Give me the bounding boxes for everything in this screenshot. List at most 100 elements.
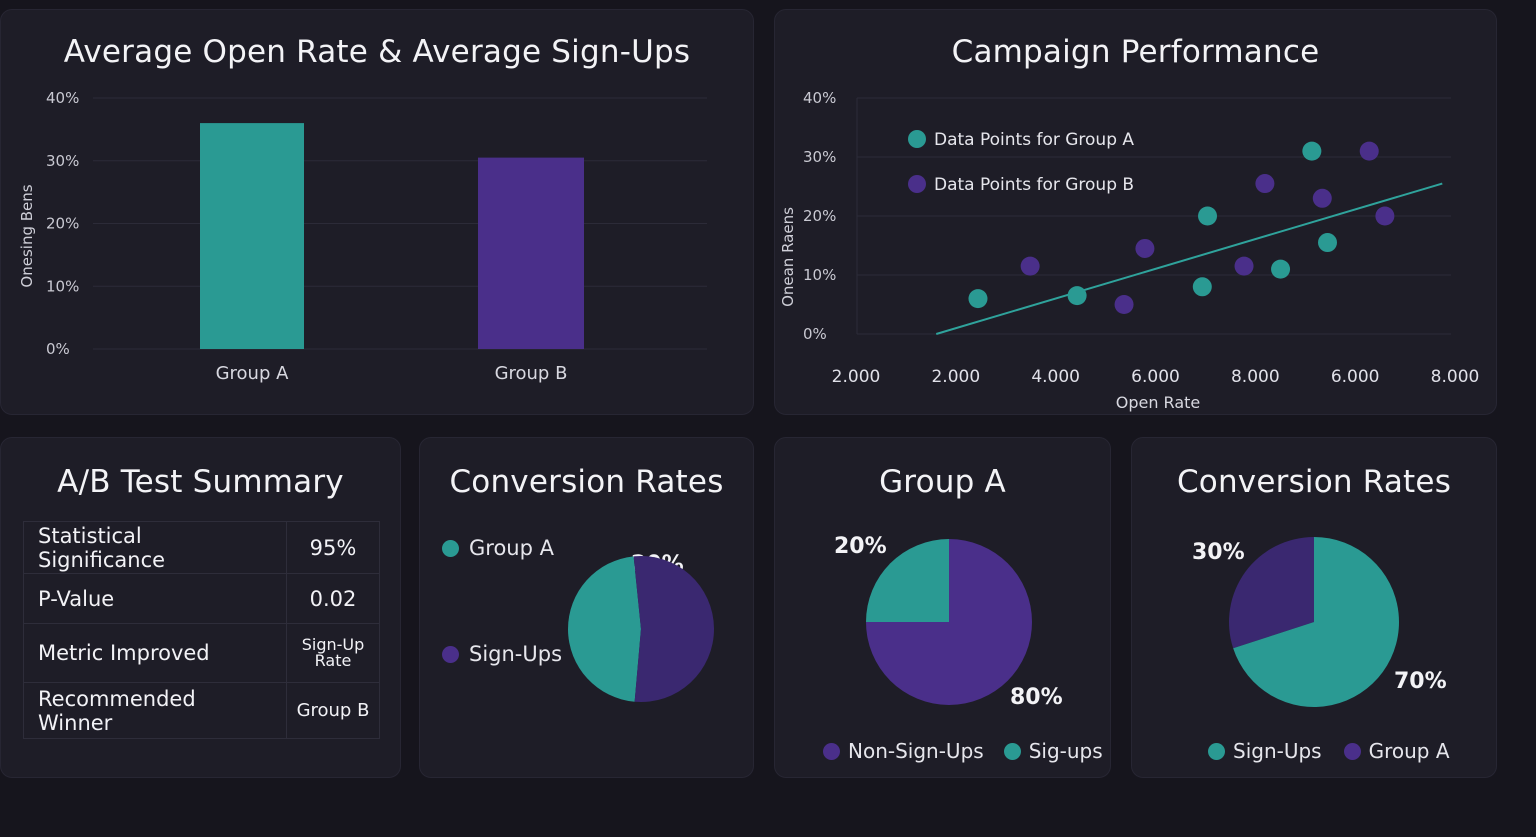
trendline — [935, 182, 1443, 335]
y-tick-label: 20% — [46, 215, 79, 233]
pie2-percent-small: 20% — [834, 534, 887, 559]
legend-label: Sig-ups — [1028, 739, 1103, 763]
pie3-legend: Sign-Ups Group A — [1208, 739, 1450, 763]
teal-dot-icon — [442, 539, 459, 557]
pie2-title: Group A — [879, 464, 1006, 500]
y-tick-label: 0% — [803, 325, 827, 343]
bar — [200, 123, 304, 349]
pie-slice — [866, 539, 1032, 705]
pie3-title: Conversion Rates — [1176, 464, 1452, 500]
legend-label: Sign-Ups — [469, 642, 563, 666]
purple-dot-icon — [442, 645, 459, 663]
bar-chart: 40% 30% 20% 10% 0% Onesing Bens Group A Group B — [18, 89, 707, 384]
scatter-point — [1020, 256, 1040, 276]
scatter-chart-title: Campaign Performance — [951, 34, 1320, 70]
summary-label: Metric Improved — [23, 623, 287, 683]
x-tick-label: 8.000 — [1231, 367, 1280, 387]
x-tick-label: 4.000 — [1031, 367, 1080, 387]
table-row: Recommended Winner Group B — [23, 682, 380, 739]
summary-label: Recommended Winner — [23, 682, 287, 739]
table-row: P-Value 0.02 — [23, 573, 380, 624]
pie-slice — [1233, 537, 1399, 707]
scatter-point — [1192, 277, 1212, 297]
pie2-panel: Group A 20% 80% Non-Sign-Ups Sig-ups — [774, 437, 1111, 778]
bar-chart-panel: Average Open Rate & Average Sign-Ups 40%… — [0, 9, 754, 415]
y-tick-label: 40% — [46, 89, 79, 107]
pie3-percent-small: 30% — [1192, 540, 1245, 565]
legend-label: Group A — [469, 536, 554, 560]
pie2-percent-large: 80% — [1010, 685, 1063, 710]
legend-label: Sign-Ups — [1233, 739, 1322, 763]
scatter-point — [1312, 188, 1332, 208]
summary-value: Group B — [286, 682, 380, 739]
legend-label: Data Points for Group B — [934, 175, 1134, 195]
summary-panel: A/B Test Summary Statistical Significanc… — [0, 437, 401, 778]
summary-table: Statistical Significance 95% P-Value 0.0… — [23, 521, 380, 739]
summary-value: 0.02 — [286, 573, 380, 624]
scatter-point — [1255, 174, 1275, 194]
pie1-legend-signups: Sign-Ups — [442, 642, 562, 666]
pie3-percent-large: 70% — [1394, 669, 1447, 694]
y-tick-label: 20% — [803, 207, 836, 225]
y-tick-label: 0% — [46, 340, 70, 358]
x-tick-label: 6.000 — [1331, 367, 1380, 387]
pie1-chart — [568, 556, 715, 702]
scatter-chart: 40% 30% 20% 10% 0% Onean Raens 2.000 2.000 4.000… — [779, 89, 1480, 412]
y-tick-label: 30% — [803, 148, 836, 166]
scatter-point — [1135, 238, 1155, 258]
table-row: Metric Improved Sign-Up Rate — [23, 623, 380, 683]
purple-dot-icon — [1343, 742, 1361, 760]
summary-title: A/B Test Summary — [57, 464, 344, 500]
x-tick-label: 6.000 — [1131, 367, 1180, 387]
pie-slice — [1229, 537, 1314, 649]
y-axis-label: Onean Raens — [779, 207, 797, 307]
pie-slice — [568, 556, 641, 702]
pie1-legend-group-a: Group A — [442, 536, 554, 560]
teal-dot-icon — [1003, 742, 1021, 760]
x-tick-label: Group B — [495, 363, 568, 384]
bar-chart-title: Average Open Rate & Average Sign-Ups — [63, 34, 691, 70]
summary-value: Sign-Up Rate — [286, 623, 380, 683]
scatter-point — [1114, 295, 1134, 314]
pie3-chart — [1229, 537, 1399, 707]
scatter-point — [1302, 141, 1322, 161]
pie-slice — [866, 539, 949, 622]
summary-label: P-Value — [23, 573, 287, 624]
pie2-legend: Non-Sign-Ups Sig-ups — [823, 739, 1103, 763]
y-tick-label: 40% — [803, 89, 836, 107]
legend-marker — [908, 175, 926, 193]
legend-label: Group A — [1368, 739, 1450, 763]
scatter-point — [1067, 286, 1087, 306]
legend-label: Data Points for Group A — [934, 130, 1134, 150]
pie-slice — [633, 556, 715, 702]
y-tick-label: 10% — [46, 277, 79, 295]
scatter-point — [1318, 233, 1337, 253]
pie1-title: Conversion Rates — [449, 464, 724, 500]
scatter-point — [1359, 141, 1379, 161]
table-row: Statistical Significance 95% — [23, 521, 380, 574]
scatter-point — [968, 289, 988, 309]
scatter-point — [1198, 206, 1218, 226]
x-tick-label: Group A — [216, 363, 290, 384]
x-axis-label: Open Rate — [1116, 393, 1201, 412]
y-axis-label: Onesing Bens — [18, 184, 36, 287]
pie1-panel: Conversion Rates Group A Sign-Ups 20% — [419, 437, 754, 778]
scatter-chart-panel: Campaign Performance 40% 30% 20% 10% 0% Onean… — [774, 9, 1497, 415]
scatter-point — [1271, 259, 1291, 279]
pie2-chart — [866, 539, 1032, 705]
summary-label: Statistical Significance — [23, 521, 287, 574]
x-tick-label: 8.000 — [1431, 367, 1480, 387]
scatter-point — [1375, 206, 1395, 226]
legend-marker — [908, 130, 926, 148]
scatter-point — [1234, 256, 1254, 276]
x-tick-label: 2.000 — [832, 367, 881, 387]
y-tick-label: 10% — [803, 266, 836, 284]
pie3-panel: Conversion Rates 30% 70% Sign-Ups Group … — [1131, 437, 1497, 778]
teal-dot-icon — [1208, 742, 1225, 760]
x-tick-label: 2.000 — [931, 367, 980, 387]
purple-dot-icon — [823, 742, 840, 760]
bar — [478, 157, 584, 349]
y-tick-label: 30% — [46, 152, 79, 170]
summary-value: 95% — [286, 521, 380, 574]
legend-label: Non-Sign-Ups — [848, 739, 984, 763]
